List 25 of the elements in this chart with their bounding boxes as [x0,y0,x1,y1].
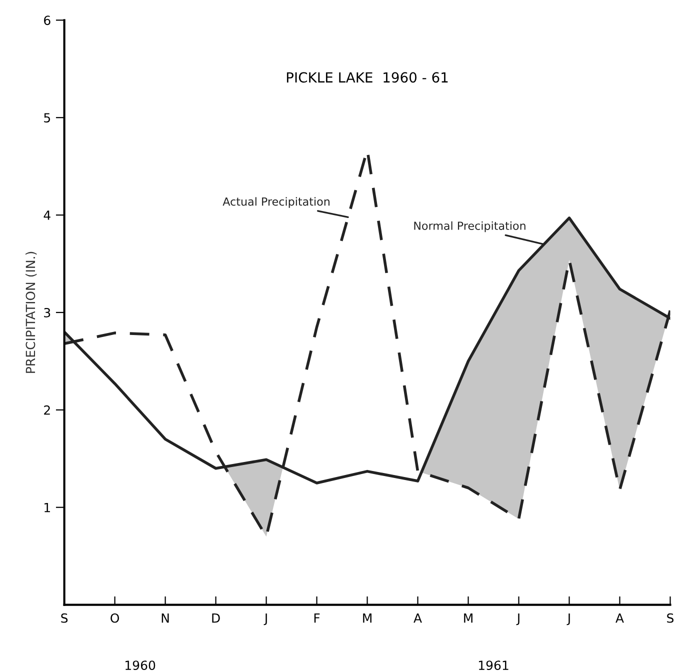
text: 1960 [126,660,156,670]
text: PICKLE LAKE 1960 - 61 [286,72,448,83]
y-tick-label: 5 [44,113,50,123]
x-tick-label: A [414,614,422,623]
x-tick-label: O [110,613,120,623]
x-tick-label: A [616,614,624,623]
y-tick-label: 2 [44,405,50,415]
y-tick-label: 1 [44,502,50,512]
series-label: Actual Precipitation [222,197,330,208]
x-tick-label: J [516,614,520,626]
x-tick-label: J [566,614,570,626]
x-tick-label: M [363,614,372,623]
x-tick-label: S [61,613,68,623]
x-tick-label: S [667,613,674,623]
text: 1961 [478,660,508,670]
x-tick-label: J [264,614,267,626]
x-tick-label: D [212,614,220,623]
y-tick-label: 4 [44,210,50,220]
y-tick-label: 3 [44,308,50,318]
series-label: Normal Precipitation [414,221,526,232]
x-tick-label: F [314,614,320,623]
y-tick-label: 6 [44,16,50,26]
x-tick-label: M [464,614,472,623]
x-tick-label: N [162,614,169,623]
y-axis-title: PRECIPITATION (IN.) [26,252,37,373]
